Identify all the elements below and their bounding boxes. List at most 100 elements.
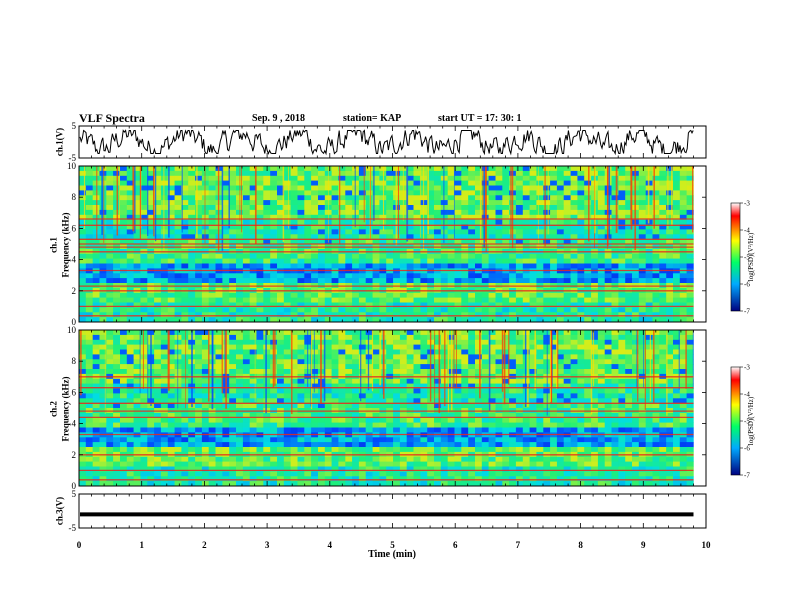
spectrogram-cell <box>372 422 380 428</box>
spectrogram-cell <box>461 263 469 269</box>
spectrogram-cell <box>318 170 326 177</box>
spectrogram-cell <box>160 344 168 350</box>
spectrogram-cell <box>372 200 380 206</box>
spectrogram-cell <box>167 349 175 355</box>
spectrogram-cell <box>195 209 203 216</box>
spectrogram-cell <box>563 209 571 216</box>
spectrogram-cell <box>495 209 503 216</box>
spectrogram-cell <box>393 263 401 269</box>
spectrogram-cell <box>679 403 687 409</box>
spectrogram-cell <box>597 422 605 428</box>
spectrogram-cell <box>406 422 414 428</box>
spectrogram-cell <box>570 349 578 355</box>
spectrogram-cell <box>256 297 264 303</box>
spectrogram-cell <box>584 224 592 230</box>
spectrogram-cell <box>632 427 640 433</box>
spectrogram-cell <box>318 253 326 259</box>
spectrogram-cell <box>222 170 230 177</box>
spectrogram-cell <box>297 307 305 313</box>
spectrogram-cell <box>550 307 558 313</box>
spectrogram-cell <box>556 205 564 211</box>
spectrogram-cell <box>120 200 128 206</box>
spectrogram-cell <box>358 180 366 186</box>
spectrogram-cell <box>345 195 353 201</box>
spectrogram-cell <box>215 344 223 350</box>
spectrogram-cell <box>133 258 141 264</box>
spectrogram-cell <box>399 253 407 259</box>
spectrogram-cell <box>406 378 414 384</box>
spectrogram-cell <box>563 297 571 303</box>
spectrogram-cell <box>488 185 496 191</box>
spectrogram-cell <box>126 205 134 211</box>
spectrogram-cell <box>297 224 305 230</box>
spectrogram-cell <box>529 195 537 201</box>
spectrogram-cell <box>208 302 216 308</box>
spectrogram-cell <box>215 422 223 428</box>
spectrogram-cell <box>529 166 537 172</box>
spectrogram-cell <box>140 388 148 394</box>
spectrogram-cell <box>481 349 489 355</box>
spectrogram-cell <box>536 219 544 225</box>
spectrogram-cell <box>618 302 626 308</box>
spectrogram-cell <box>379 307 387 313</box>
spectrogram-cell <box>686 330 694 336</box>
spectrogram-cell <box>92 403 100 409</box>
spectrogram-cell <box>386 224 394 230</box>
spectrogram-cell <box>147 253 155 259</box>
spectrogram-cell <box>481 403 489 409</box>
spectrogram-cell <box>597 412 605 419</box>
spectrogram-cell <box>652 354 660 360</box>
spectrogram-cell <box>236 317 244 323</box>
spectrogram-cell <box>495 258 503 264</box>
spectrogram-cell <box>304 398 312 404</box>
spectrogram-cell <box>222 273 230 279</box>
spectrogram-cell <box>638 214 646 220</box>
spectrogram-cell <box>365 378 373 384</box>
spectrogram-cell <box>277 312 285 318</box>
spectrogram-cell <box>638 180 646 186</box>
spectrogram-cell <box>92 253 100 259</box>
spectrogram-cell <box>468 205 476 211</box>
spectrogram-cell <box>454 344 462 350</box>
spectrogram-cell <box>386 258 394 264</box>
spectrogram-cell <box>352 398 360 404</box>
spectrogram-cell <box>283 437 291 443</box>
spectrogram-cell <box>529 180 537 186</box>
spectrogram-cell <box>352 330 360 336</box>
spectrogram-cell <box>133 185 141 191</box>
spectrogram-cell <box>604 302 612 308</box>
spectrogram-cell <box>290 253 298 259</box>
spectrogram-cell <box>379 422 387 428</box>
spectrogram-cell <box>481 422 489 428</box>
spectrogram-cell <box>577 273 585 279</box>
spectrogram-cell <box>427 209 435 216</box>
spectrogram-cell <box>468 200 476 206</box>
spectrogram-cell <box>611 214 619 220</box>
spectrogram-cell <box>229 437 237 443</box>
spectrogram-cell <box>509 278 517 284</box>
spectrogram-cell <box>324 205 332 211</box>
spectrogram-cell <box>413 349 421 355</box>
spectrogram-cell <box>160 278 168 284</box>
spectrogram-cell <box>167 185 175 191</box>
spectrogram-cell <box>591 388 599 394</box>
spectrogram-cell <box>242 200 250 206</box>
spectrogram-cell <box>215 437 223 443</box>
spectrogram-cell <box>154 354 162 360</box>
spectrogram-cell <box>495 403 503 409</box>
spectrogram-cell <box>215 312 223 318</box>
spectrogram-cell <box>645 393 653 399</box>
spectrogram-cell <box>454 412 462 419</box>
spectrogram-cell <box>331 349 339 355</box>
spectrogram-cell <box>106 239 114 245</box>
spectrogram-cell <box>515 175 523 181</box>
spectrogram-cell <box>475 344 483 350</box>
spectrogram-cell <box>195 312 203 318</box>
spectrogram-cell <box>536 349 544 355</box>
spectrogram-cell <box>201 359 209 365</box>
spectrogram-cell <box>393 359 401 365</box>
spectrogram-cell <box>502 234 510 240</box>
spectrogram-cell <box>611 205 619 211</box>
spectrogram-cell <box>181 354 189 360</box>
spectrogram-cell <box>604 278 612 284</box>
